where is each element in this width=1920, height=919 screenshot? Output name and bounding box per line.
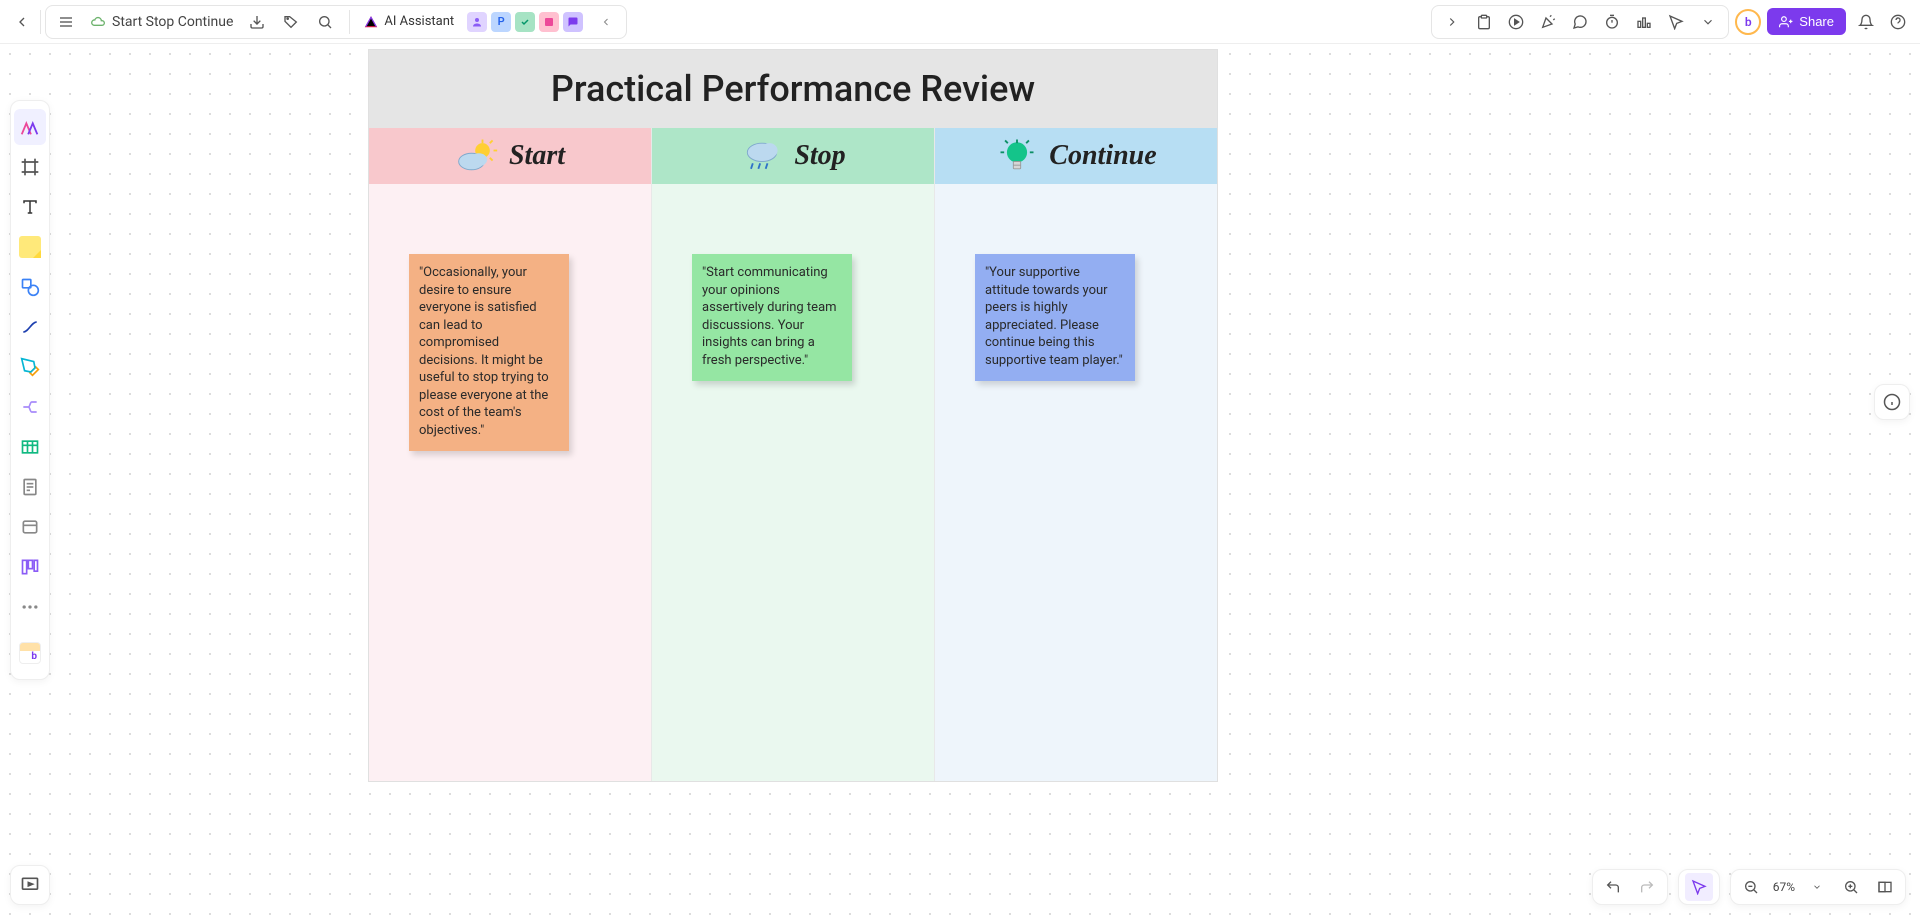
zoom-group: 67% <box>1730 869 1906 905</box>
board-title: Practical Performance Review <box>369 50 1217 128</box>
sun-cloud-icon <box>455 136 499 176</box>
notification-icon[interactable] <box>1852 8 1880 36</box>
tool-text[interactable] <box>14 189 46 225</box>
doc-title-text: Start Stop Continue <box>112 14 233 30</box>
board-frame[interactable]: Practical Performance Review Start "Occa… <box>368 49 1218 782</box>
search-button[interactable] <box>311 8 339 36</box>
tool-connector[interactable] <box>14 309 46 345</box>
collab-chip[interactable] <box>515 12 535 32</box>
doc-title[interactable]: Start Stop Continue <box>86 14 237 30</box>
rain-cloud-icon <box>740 136 784 176</box>
minimap-button[interactable] <box>1871 873 1899 901</box>
note-text: "Your supportive attitude towards your p… <box>985 265 1123 368</box>
undo-redo-group <box>1592 869 1668 905</box>
redo-button[interactable] <box>1633 873 1661 901</box>
share-label: Share <box>1799 14 1834 29</box>
help-icon[interactable] <box>1884 8 1912 36</box>
vote-icon[interactable] <box>1630 8 1658 36</box>
download-button[interactable] <box>243 8 271 36</box>
tool-card[interactable] <box>14 509 46 545</box>
tool-shape[interactable] <box>14 269 46 305</box>
present-button[interactable] <box>10 865 50 905</box>
column-header-start: Start <box>369 128 651 184</box>
zoom-in-button[interactable] <box>1837 873 1865 901</box>
column-body-start[interactable]: "Occasionally, your desire to ensure eve… <box>369 184 651 781</box>
ai-assistant-button[interactable]: AI Assistant <box>360 14 458 29</box>
column-header-stop: Stop <box>652 128 934 184</box>
left-toolbar: b <box>10 100 50 680</box>
undo-button[interactable] <box>1599 873 1627 901</box>
col-label: Stop <box>794 140 845 172</box>
collapse-chip-button[interactable] <box>592 8 620 36</box>
collab-chip[interactable] <box>563 12 583 32</box>
pointer-tool[interactable] <box>1685 873 1713 901</box>
sticky-note-start[interactable]: "Occasionally, your desire to ensure eve… <box>409 254 569 451</box>
tool-table[interactable] <box>14 429 46 465</box>
ai-assistant-label: AI Assistant <box>384 14 454 29</box>
cloud-sync-icon <box>90 14 106 30</box>
ai-icon <box>364 15 378 29</box>
note-text: "Start communicating your opinions asser… <box>702 265 837 368</box>
info-button[interactable] <box>1874 384 1910 420</box>
tool-more[interactable] <box>14 589 46 625</box>
clipboard-icon[interactable] <box>1470 8 1498 36</box>
canvas-workspace[interactable]: b Practical Performance Review Start <box>0 44 1920 919</box>
tag-button[interactable] <box>277 8 305 36</box>
play-icon[interactable] <box>1502 8 1530 36</box>
collab-chip[interactable] <box>539 12 559 32</box>
menu-button[interactable] <box>52 8 80 36</box>
comment-icon[interactable] <box>1566 8 1594 36</box>
more-tools-icon[interactable] <box>1694 8 1722 36</box>
column-start: Start "Occasionally, your desire to ensu… <box>369 128 652 781</box>
sticky-note-continue[interactable]: "Your supportive attitude towards your p… <box>975 254 1135 381</box>
share-icon <box>1779 15 1793 29</box>
column-body-stop[interactable]: "Start communicating your opinions asser… <box>652 184 934 781</box>
sticky-icon <box>19 236 41 258</box>
tool-apps[interactable]: b <box>14 635 46 671</box>
divider <box>349 10 350 34</box>
bottom-right-toolbar: 67% <box>1592 869 1906 905</box>
top-toolbar: Start Stop Continue AI Assistant P <box>0 0 1920 44</box>
topbar-misc <box>1852 8 1912 36</box>
tool-mindmap[interactable] <box>14 389 46 425</box>
column-header-continue: Continue <box>935 128 1217 184</box>
top-right-tools <box>1431 5 1729 39</box>
column-continue: Continue "Your supportive attitude towar… <box>935 128 1217 781</box>
cursor-icon[interactable] <box>1662 8 1690 36</box>
col-label: Continue <box>1049 140 1156 172</box>
back-button[interactable] <box>8 8 36 36</box>
col-label: Start <box>509 140 565 172</box>
lightbulb-icon <box>995 136 1039 176</box>
doc-header-group: Start Stop Continue AI Assistant P <box>45 5 627 39</box>
collaborator-chips: P <box>464 12 586 32</box>
zoom-value[interactable]: 67% <box>1771 880 1797 894</box>
note-text: "Occasionally, your desire to ensure eve… <box>419 265 549 438</box>
tool-pen[interactable] <box>14 349 46 385</box>
zoom-out-button[interactable] <box>1737 873 1765 901</box>
user-avatar[interactable]: b <box>1735 9 1761 35</box>
collab-chip[interactable] <box>467 12 487 32</box>
tool-templates[interactable] <box>14 109 46 145</box>
tool-doc[interactable] <box>14 469 46 505</box>
collab-chip[interactable]: P <box>491 12 511 32</box>
confetti-icon[interactable] <box>1534 8 1562 36</box>
expand-left-icon[interactable] <box>1438 8 1466 36</box>
pointer-group <box>1678 869 1720 905</box>
tool-sticky-note[interactable] <box>14 229 46 265</box>
timer-icon[interactable] <box>1598 8 1626 36</box>
board-columns: Start "Occasionally, your desire to ensu… <box>369 128 1217 781</box>
sticky-note-stop[interactable]: "Start communicating your opinions asser… <box>692 254 852 381</box>
column-body-continue[interactable]: "Your supportive attitude towards your p… <box>935 184 1217 781</box>
column-stop: Stop "Start communicating your opinions … <box>652 128 935 781</box>
share-button[interactable]: Share <box>1767 8 1846 35</box>
divider <box>40 10 41 34</box>
tool-kanban[interactable] <box>14 549 46 585</box>
tool-frame[interactable] <box>14 149 46 185</box>
zoom-dropdown[interactable] <box>1803 873 1831 901</box>
